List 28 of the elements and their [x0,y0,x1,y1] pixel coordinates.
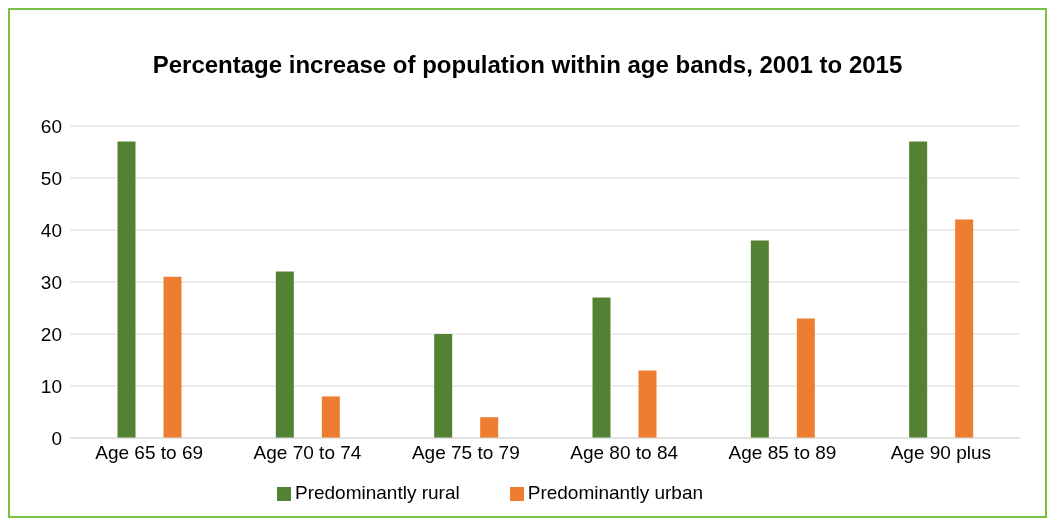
bar [750,240,769,438]
legend-label: Predominantly rural [294,482,460,503]
x-tick-label: Age 85 to 89 [728,442,837,464]
bar [955,219,974,438]
y-tick-label: 40 [40,219,62,241]
x-tick-label: Age 80 to 84 [570,442,679,464]
bar [321,396,340,438]
y-tick-label: 30 [40,271,62,293]
x-tick-label: Age 75 to 79 [411,442,520,464]
x-tick-label: Age 70 to 74 [253,442,362,464]
chart-title: Percentage increase of population within age bands, 2001 to 2015 [151,50,904,80]
bar [480,417,499,438]
bar [638,370,657,438]
bar [909,141,928,438]
bar [117,141,136,438]
bar [592,297,611,438]
y-tick-label: 20 [40,323,62,345]
y-tick-label: 10 [40,375,62,397]
bar [796,318,815,438]
bar [275,271,294,438]
y-tick-label: 0 [51,427,62,449]
y-tick-label: 50 [40,167,62,189]
x-tick-label: Age 65 to 69 [95,442,204,464]
y-tick-label: 60 [40,115,62,137]
x-tick-label: Age 90 plus [890,442,992,464]
bar [163,276,182,438]
legend-label: Predominantly urban [527,482,704,503]
bar [434,334,453,438]
